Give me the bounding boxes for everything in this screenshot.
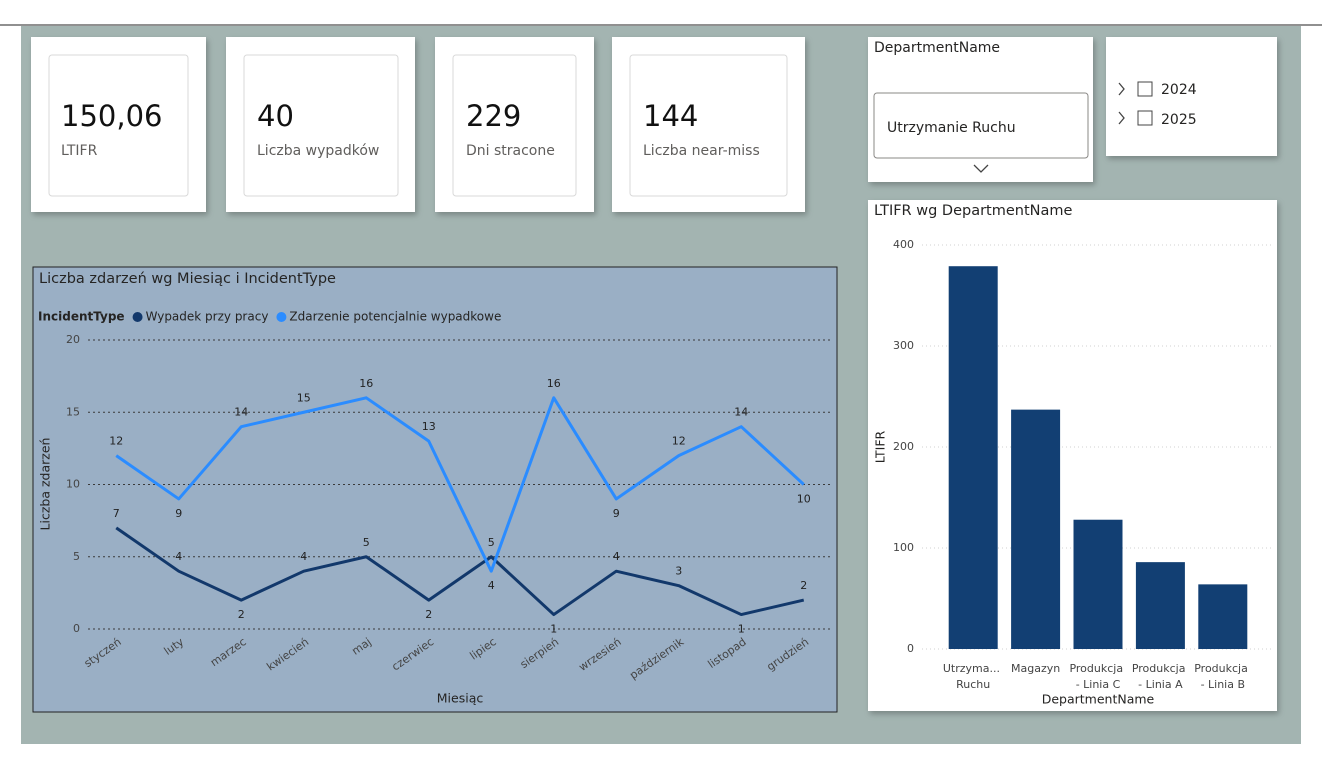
y-tick-label: 5 [73, 550, 80, 563]
legend-marker [132, 312, 143, 322]
slicer-background [1106, 37, 1277, 156]
data-label: 12 [109, 435, 123, 448]
data-label: 16 [547, 377, 561, 390]
data-label: 3 [675, 565, 682, 578]
data-label: 13 [422, 420, 436, 433]
y-axis-title: Liczba zdarzeń [38, 438, 53, 531]
card-frame [629, 54, 788, 197]
y-axis-title: LTIFR [873, 430, 888, 463]
checkbox[interactable] [1137, 110, 1153, 126]
slicer-title: DepartmentName [874, 40, 1000, 56]
x-tick-label: Produkcja - Linia A [1132, 662, 1189, 691]
kpi-card: 40 Liczba wypadków [226, 37, 415, 212]
data-label: 2 [425, 608, 432, 621]
x-tick-label: Utrzyma... Ruchu [943, 662, 1004, 691]
year-option[interactable]: 2025 [1161, 112, 1197, 128]
kpi-value: 150,06 [61, 99, 162, 133]
legend-title: IncidentType [38, 310, 125, 324]
data-label: 4 [175, 550, 182, 563]
department-slicer: DepartmentName Utrzymanie Ruchu [868, 37, 1093, 182]
chart-title: Liczba zdarzeń wg Miesiąc i IncidentType [39, 271, 336, 287]
dropdown-chevron[interactable] [973, 164, 989, 173]
data-label: 5 [363, 536, 370, 549]
legend-marker [276, 312, 287, 322]
data-label: 7 [113, 507, 120, 520]
card-frame [452, 54, 577, 197]
bar [1198, 584, 1248, 649]
dropdown-value[interactable]: Utrzymanie Ruchu [887, 120, 1016, 136]
data-label: 1 [550, 623, 557, 636]
kpi-label: Liczba wypadków [257, 143, 379, 159]
dropdown-box[interactable] [873, 92, 1089, 159]
data-label: 12 [672, 435, 686, 448]
data-label: 9 [613, 507, 620, 520]
kpi-card: 229 Dni stracone [435, 37, 594, 212]
x-tick-label: Produkcja - Linia C [1069, 662, 1126, 691]
dropdown[interactable]: Utrzymanie Ruchu [873, 92, 1089, 159]
kpi-value: 229 [466, 99, 521, 133]
kpi-value: 144 [643, 99, 698, 133]
card-frame [243, 54, 399, 197]
x-axis-title: DepartmentName [1042, 692, 1155, 707]
y-tick-label: 400 [893, 238, 914, 251]
x-axis-title: Miesiąc [437, 691, 484, 706]
x-tick-label: Produkcja - Linia B [1194, 662, 1251, 691]
data-label: 15 [297, 391, 311, 404]
y-tick-label: 20 [66, 333, 80, 346]
y-tick-label: 300 [893, 339, 914, 352]
legend-label: Wypadek przy pracy [146, 310, 269, 324]
year-option[interactable]: 2024 [1161, 82, 1197, 98]
data-label: 9 [175, 507, 182, 520]
kpi-label: LTIFR [61, 143, 98, 159]
kpi-label: Liczba near-miss [643, 143, 760, 159]
y-tick-label: 15 [66, 405, 80, 418]
data-label: 2 [800, 579, 807, 592]
y-tick-label: 100 [893, 541, 914, 554]
kpi-card: 150,06 LTIFR [31, 37, 206, 212]
bar [1011, 409, 1061, 649]
kpi-value: 40 [257, 99, 294, 133]
data-label: 5 [488, 536, 495, 549]
series-line [115, 396, 805, 573]
checkbox[interactable] [1137, 81, 1153, 97]
data-label: 4 [613, 550, 620, 563]
data-label: 4 [300, 550, 307, 563]
x-tick-label: Magazyn [1011, 662, 1060, 675]
y-tick-label: 10 [66, 478, 80, 491]
expand-chevron[interactable] [1118, 111, 1125, 125]
y-tick-label: 200 [893, 440, 914, 453]
data-label: 16 [359, 377, 373, 390]
year-slicer: 2024 2025 [1106, 37, 1277, 156]
chart-title: LTIFR wg DepartmentName [874, 203, 1073, 219]
data-label: 2 [238, 608, 245, 621]
y-tick-label: 0 [907, 642, 914, 655]
y-tick-label: 0 [73, 622, 80, 635]
series-line [115, 526, 805, 617]
bar [948, 266, 998, 649]
kpi-label: Dni stracone [466, 143, 555, 159]
expand-chevron[interactable] [1118, 82, 1125, 96]
data-label: 10 [797, 493, 811, 506]
data-label: 1 [738, 623, 745, 636]
bar [1135, 562, 1185, 649]
legend-label: Zdarzenie potencjalnie wypadkowe [289, 310, 501, 324]
bar [1073, 519, 1123, 649]
data-label: 14 [234, 406, 248, 419]
kpi-card: 144 Liczba near-miss [612, 37, 805, 212]
data-label: 4 [488, 579, 495, 592]
card-frame [48, 54, 189, 197]
data-label: 14 [734, 406, 748, 419]
